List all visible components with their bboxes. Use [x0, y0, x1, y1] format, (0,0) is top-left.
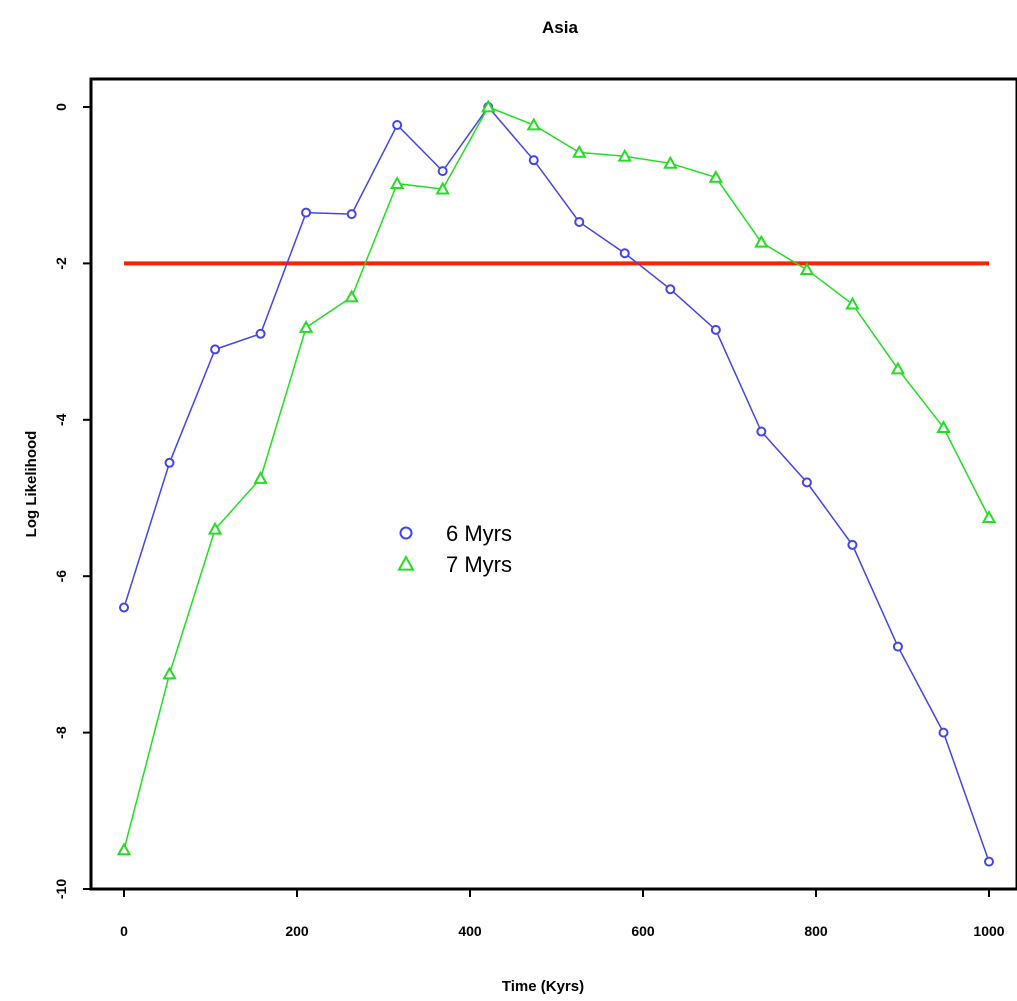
y-tick-label: -10 — [53, 879, 69, 899]
legend-label: 6 Myrs — [446, 521, 512, 546]
data-point — [617, 148, 632, 162]
data-point — [437, 166, 448, 177]
x-axis-label: Time (Kyrs) — [502, 978, 584, 995]
plot-frame — [89, 77, 1017, 891]
y-tick-label: -4 — [53, 413, 69, 426]
data-point — [346, 209, 357, 220]
data-point — [754, 234, 769, 248]
data-point — [756, 426, 767, 437]
data-point — [619, 248, 630, 259]
y-tick-label: -2 — [53, 257, 69, 270]
legend: 6 Myrs 7 Myrs — [397, 521, 512, 577]
y-tick-label: 0 — [53, 103, 69, 111]
data-point — [936, 420, 951, 434]
data-point — [938, 727, 949, 738]
data-point — [389, 176, 405, 190]
data-point — [663, 155, 678, 169]
data-point — [526, 117, 541, 131]
y-tick-label: -6 — [53, 570, 69, 583]
legend-marker — [399, 526, 413, 540]
x-tick-label: 800 — [804, 923, 828, 939]
series-line-2 — [123, 106, 990, 851]
data-point — [435, 181, 450, 195]
data-point — [344, 289, 359, 303]
x-tick-label: 600 — [631, 923, 655, 939]
data-point — [255, 328, 266, 339]
data-point — [528, 155, 539, 166]
data-point — [298, 319, 314, 333]
data-point — [162, 666, 177, 680]
x-tick-label: 0 — [120, 923, 128, 939]
chart-title: Asia — [542, 18, 578, 37]
data-point — [708, 169, 724, 183]
y-axis-label: Log Likelihood — [23, 431, 40, 538]
data-point — [253, 470, 268, 484]
y-tick-label: -8 — [53, 726, 69, 739]
data-point — [116, 842, 132, 856]
data-point — [574, 216, 585, 227]
data-point — [481, 99, 496, 113]
x-tick-label: 1000 — [973, 923, 1004, 939]
data-point — [710, 324, 721, 335]
data-point — [981, 509, 997, 523]
data-point — [164, 457, 175, 468]
series-group — [116, 99, 997, 867]
data-point — [207, 521, 223, 535]
data-point — [847, 539, 858, 550]
data-point — [801, 477, 812, 488]
legend-marker — [397, 554, 415, 571]
data-point — [799, 262, 815, 276]
data-point — [665, 284, 676, 295]
data-point — [572, 144, 587, 158]
data-point — [984, 856, 994, 867]
legend-label: 7 Myrs — [446, 552, 512, 577]
data-point — [119, 602, 129, 613]
data-point — [210, 344, 221, 355]
series-line-1 — [123, 105, 990, 862]
axis-ticks: 0 200 400 600 800 1000 0 -2 -4 -6 -8 -10 — [53, 103, 1005, 939]
data-point — [845, 296, 860, 310]
data-point — [892, 641, 903, 652]
x-tick-label: 200 — [285, 923, 309, 939]
data-point — [301, 207, 312, 218]
x-tick-label: 400 — [458, 923, 482, 939]
data-point — [392, 119, 403, 130]
data-point — [890, 361, 906, 375]
